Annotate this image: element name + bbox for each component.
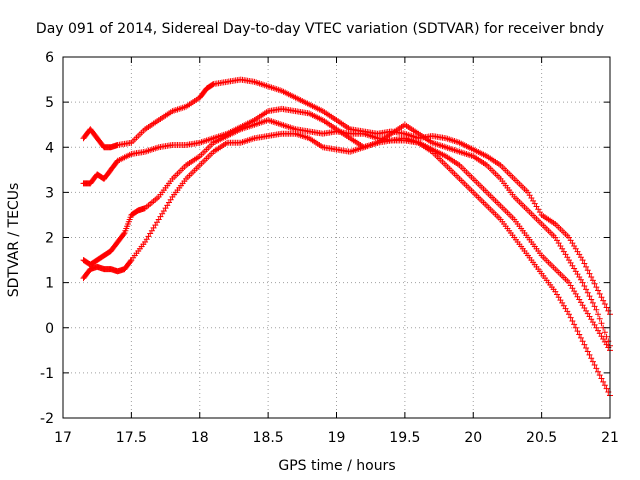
data-point bbox=[601, 329, 608, 336]
x-tick-label: 19.5 bbox=[389, 430, 420, 446]
data-point bbox=[576, 331, 583, 338]
data-point bbox=[579, 257, 586, 264]
y-axis-label: SDTVAR / TECUs bbox=[6, 183, 22, 298]
x-tick-label: 18.5 bbox=[253, 430, 284, 446]
data-point bbox=[581, 341, 588, 348]
data-point bbox=[598, 320, 605, 327]
y-tick-label: 5 bbox=[45, 95, 54, 111]
data-point bbox=[595, 368, 602, 375]
data-point bbox=[584, 289, 591, 296]
data-point bbox=[596, 372, 603, 379]
data-point bbox=[601, 382, 608, 389]
data-point bbox=[591, 280, 598, 287]
data-point bbox=[588, 296, 595, 303]
data-point bbox=[569, 317, 576, 324]
data-point bbox=[600, 297, 607, 304]
data-point bbox=[601, 301, 608, 308]
data-point bbox=[583, 263, 590, 270]
data-point bbox=[579, 279, 586, 286]
y-tick-label: -2 bbox=[40, 411, 54, 427]
data-point bbox=[581, 260, 588, 267]
series-trace-1 bbox=[80, 76, 613, 318]
data-point bbox=[127, 258, 134, 265]
data-point bbox=[120, 231, 127, 238]
data-point bbox=[584, 267, 591, 274]
series-trace-2 bbox=[80, 105, 613, 349]
y-tick-label: 1 bbox=[45, 276, 54, 292]
data-point bbox=[593, 365, 600, 372]
data-point bbox=[595, 287, 602, 294]
data-point bbox=[586, 351, 593, 358]
data-point bbox=[588, 355, 595, 362]
x-tick-label: 21 bbox=[601, 430, 619, 446]
y-tick-label: 3 bbox=[45, 185, 54, 201]
y-tick-label: 2 bbox=[45, 231, 54, 247]
y-tick-label: -1 bbox=[40, 366, 54, 382]
data-point bbox=[567, 314, 574, 321]
data-point bbox=[600, 378, 607, 385]
data-point bbox=[589, 299, 596, 306]
data-point bbox=[584, 348, 591, 355]
data-point bbox=[603, 304, 610, 311]
data-point bbox=[593, 284, 600, 291]
data-point bbox=[598, 375, 605, 382]
data-point bbox=[591, 361, 598, 368]
data-point bbox=[596, 315, 603, 322]
data-point bbox=[603, 385, 610, 392]
series-trace-4 bbox=[80, 130, 613, 399]
data-points bbox=[80, 76, 613, 399]
data-point bbox=[583, 286, 590, 293]
data-point bbox=[595, 311, 602, 318]
data-point bbox=[589, 277, 596, 284]
data-point bbox=[583, 345, 590, 352]
data-point bbox=[579, 338, 586, 345]
data-point bbox=[581, 283, 588, 290]
data-point bbox=[588, 273, 595, 280]
grid-lines bbox=[63, 57, 610, 418]
x-tick-label: 19 bbox=[328, 430, 346, 446]
data-point bbox=[596, 290, 603, 297]
data-point bbox=[209, 81, 216, 88]
x-tick-label: 20 bbox=[464, 430, 482, 446]
x-tick-label: 18 bbox=[191, 430, 209, 446]
x-axis-label: GPS time / hours bbox=[278, 458, 395, 474]
data-point bbox=[572, 324, 579, 331]
data-point bbox=[589, 358, 596, 365]
data-point bbox=[586, 270, 593, 277]
y-tick-label: 0 bbox=[45, 321, 54, 337]
data-point bbox=[565, 311, 572, 318]
axis-ticks: 17 17.5 18 18.5 19 19.5 20 20.5 21 -2 -1 0 1 2 3 4 5 6 bbox=[40, 50, 619, 446]
data-point bbox=[586, 293, 593, 300]
chart-title: Day 091 of 2014, Sidereal Day-to-day VTE… bbox=[36, 21, 604, 37]
data-point bbox=[577, 334, 584, 341]
y-tick-label: 6 bbox=[45, 50, 54, 66]
data-point bbox=[571, 321, 578, 328]
x-tick-label: 20.5 bbox=[526, 430, 557, 446]
data-point bbox=[591, 303, 598, 310]
data-point bbox=[598, 294, 605, 301]
y-tick-label: 4 bbox=[45, 140, 54, 156]
data-point bbox=[593, 306, 600, 313]
data-point bbox=[603, 333, 610, 340]
x-tick-label: 17 bbox=[54, 430, 72, 446]
x-tick-label: 17.5 bbox=[116, 430, 147, 446]
data-point bbox=[574, 328, 581, 335]
